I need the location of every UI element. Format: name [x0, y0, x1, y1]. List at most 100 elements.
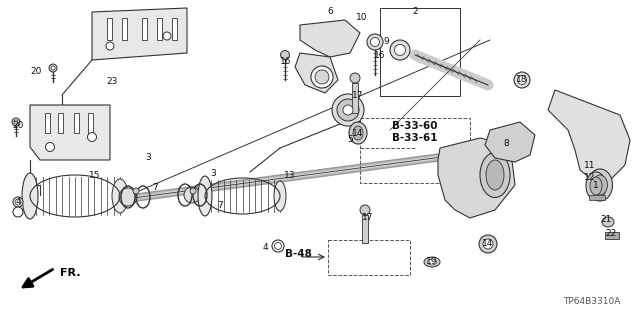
Ellipse shape: [106, 42, 114, 50]
Bar: [328, 240, 410, 275]
Ellipse shape: [518, 76, 527, 85]
Text: 4: 4: [15, 197, 21, 206]
Ellipse shape: [280, 50, 289, 60]
Bar: [605, 232, 619, 239]
Ellipse shape: [371, 38, 380, 47]
Ellipse shape: [514, 72, 530, 88]
Ellipse shape: [593, 175, 607, 195]
Bar: [362, 215, 368, 243]
Bar: [74, 113, 79, 133]
Text: 1: 1: [593, 182, 599, 190]
Ellipse shape: [133, 188, 139, 194]
Bar: [142, 18, 147, 40]
Ellipse shape: [49, 64, 57, 72]
Text: 9: 9: [383, 38, 389, 47]
Bar: [157, 18, 162, 40]
Ellipse shape: [428, 259, 436, 265]
Polygon shape: [485, 122, 535, 162]
Bar: [122, 18, 127, 40]
Text: B-33-60: B-33-60: [392, 121, 438, 131]
Ellipse shape: [353, 126, 363, 140]
Ellipse shape: [88, 132, 97, 142]
Ellipse shape: [479, 235, 497, 253]
Text: 7: 7: [217, 201, 223, 210]
Ellipse shape: [112, 179, 128, 213]
Ellipse shape: [343, 105, 353, 115]
Polygon shape: [438, 138, 515, 218]
Text: TP64B3310A: TP64B3310A: [563, 297, 620, 306]
Bar: [360, 118, 470, 183]
Polygon shape: [548, 90, 630, 182]
Ellipse shape: [15, 199, 21, 205]
Text: 3: 3: [210, 169, 216, 179]
Ellipse shape: [350, 73, 360, 83]
Ellipse shape: [332, 94, 364, 126]
Polygon shape: [300, 20, 360, 57]
Text: 4: 4: [262, 242, 268, 251]
Ellipse shape: [12, 118, 20, 126]
Ellipse shape: [483, 239, 493, 249]
Text: 11: 11: [584, 160, 596, 169]
Ellipse shape: [590, 177, 602, 195]
Bar: [172, 18, 177, 40]
Ellipse shape: [586, 172, 606, 200]
Text: 7: 7: [152, 183, 158, 192]
Text: 18: 18: [516, 76, 528, 85]
Ellipse shape: [394, 44, 406, 56]
Text: 14: 14: [352, 129, 364, 137]
Text: 20: 20: [12, 121, 24, 130]
Bar: [107, 18, 112, 40]
Text: 16: 16: [374, 50, 386, 60]
Ellipse shape: [480, 152, 510, 197]
Ellipse shape: [51, 66, 55, 70]
Bar: [380, 8, 460, 96]
Ellipse shape: [390, 40, 410, 60]
Bar: [352, 83, 358, 113]
Ellipse shape: [272, 240, 284, 252]
Text: 16: 16: [280, 57, 292, 66]
Text: 14: 14: [483, 240, 493, 249]
Ellipse shape: [274, 181, 286, 211]
Ellipse shape: [184, 187, 200, 203]
Ellipse shape: [198, 176, 212, 216]
Text: B-48: B-48: [285, 249, 312, 259]
Text: 21: 21: [600, 216, 612, 225]
Text: B-33-61: B-33-61: [392, 133, 438, 143]
Text: 17: 17: [352, 92, 364, 100]
Ellipse shape: [14, 120, 18, 124]
Ellipse shape: [360, 205, 370, 215]
Text: 19: 19: [426, 257, 438, 266]
Ellipse shape: [311, 66, 333, 88]
Ellipse shape: [190, 188, 196, 194]
Text: 5: 5: [347, 136, 353, 145]
Ellipse shape: [315, 70, 329, 84]
Ellipse shape: [22, 173, 38, 219]
Bar: [589, 195, 605, 200]
Text: 22: 22: [605, 229, 616, 239]
Ellipse shape: [275, 242, 282, 249]
Ellipse shape: [367, 34, 383, 50]
Bar: [88, 113, 93, 133]
Text: 13: 13: [284, 170, 296, 180]
Text: 20: 20: [30, 68, 42, 77]
Text: 17: 17: [362, 213, 374, 222]
Polygon shape: [295, 53, 338, 93]
Text: 8: 8: [503, 138, 509, 147]
Text: 2: 2: [412, 8, 418, 17]
Text: 3: 3: [145, 153, 151, 162]
Text: 23: 23: [106, 78, 118, 86]
Ellipse shape: [588, 169, 612, 201]
Polygon shape: [92, 8, 187, 60]
Ellipse shape: [424, 257, 440, 267]
Text: 15: 15: [89, 170, 100, 180]
Text: FR.: FR.: [60, 268, 81, 278]
Ellipse shape: [371, 41, 380, 49]
Ellipse shape: [119, 188, 137, 206]
Ellipse shape: [13, 207, 23, 217]
Ellipse shape: [602, 217, 614, 227]
Polygon shape: [30, 105, 110, 160]
Bar: [45, 113, 50, 133]
Text: 12: 12: [584, 173, 596, 182]
Bar: [58, 113, 63, 133]
Ellipse shape: [163, 32, 171, 40]
